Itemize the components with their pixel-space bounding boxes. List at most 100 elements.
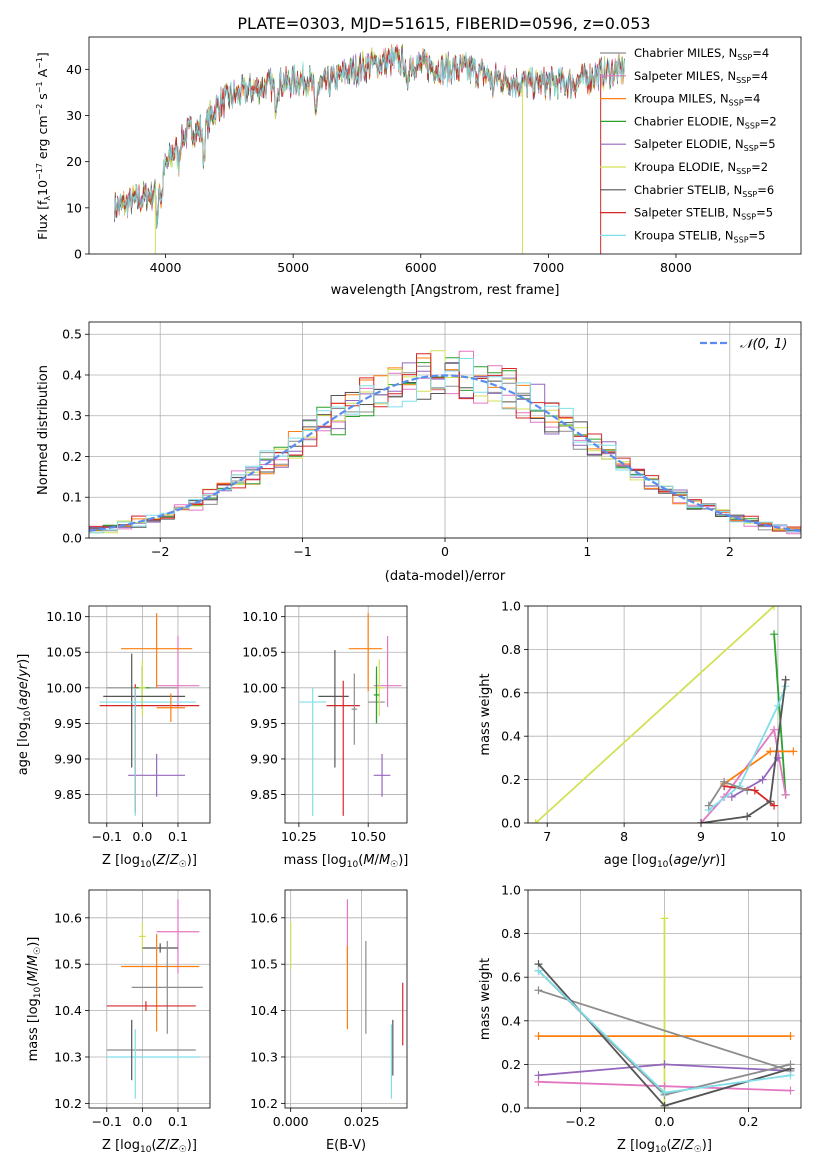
x-tick-label: −0.2 [565,1114,595,1129]
legend-label: Chabrier MILES, NSSP=4 [634,46,769,62]
y-tick-label: 9.85 [250,787,278,802]
sfh-marker [786,1060,795,1069]
x-axis-label: age [log10(age/yr)] [604,853,726,870]
sfh-marker [704,801,713,810]
x-tick-label: 0.1 [168,829,188,844]
sfh-marker [773,701,782,710]
y-axis-label: mass weight [478,673,493,755]
legend-label: Kroupa ELODIE, NSSP=2 [634,160,768,176]
x-tick-label: −0.1 [92,829,122,844]
legend-label: 𝒩(0, 1) [740,337,787,352]
histogram-step [89,358,801,534]
sfh-marker [758,775,767,784]
y-tick-label: 0.2 [501,772,521,787]
sfh-marker [660,1060,669,1069]
sfh-marker [786,1071,795,1080]
sfh-marker [660,1088,669,1097]
y-tick-label: 10.10 [46,609,82,624]
y-tick-label: 9.95 [250,716,278,731]
y-tick-label: 10.5 [54,957,82,972]
y-tick-label: 0.4 [501,1013,521,1028]
y-axis-label: mass weight [478,958,493,1040]
x-tick-label: 0.025 [344,1114,380,1129]
panel-mass_vs_ebv: 0.000 0.025 10.2 10.3 10.4 10.5 10.6 E(B-V) [250,889,408,1153]
x-tick-label: 0.0 [132,1114,152,1129]
legend-label: Kroupa STELIB, NSSP=5 [634,228,765,244]
panel-age_vs_Z: −0.1 0.0 0.1 9.85 9.90 9.95 10.00 10.05 10.10 Z [… [16,605,211,870]
spectrum-line [114,47,625,229]
sfh-marker [534,986,543,995]
x-tick-label: 7 [543,829,551,844]
plot-area [290,899,404,1099]
x-axis-label: Z [log10(Z/Z☉)] [617,1138,712,1155]
sfh-line [538,989,791,1072]
legend-label: Salpeter ELODIE, NSSP=5 [634,137,776,153]
plot-area [531,606,798,823]
y-axis-label: Normed distribution [36,365,51,495]
sfh-marker [660,1101,669,1108]
y-tick-label: 0.0 [501,1101,521,1116]
y-tick-label: 0.0 [501,816,521,831]
y-tick-label: 0.6 [501,685,521,700]
plot-area [106,899,203,1099]
y-tick-label: 0.2 [501,1057,521,1072]
plot-area [99,613,200,816]
x-tick-label: 0.0 [655,1114,675,1129]
y-tick-label: 10.00 [242,680,278,695]
sfh-line [535,606,775,823]
x-axis-label: E(B-V) [326,1138,366,1153]
x-tick-label: 10.25 [281,829,317,844]
x-axis-label: (data-model)/error [385,569,506,584]
sfh-marker [789,747,798,756]
figure-title: PLATE=0303, MJD=51615, FIBERID=0596, z=0… [237,14,650,33]
x-tick-label: 0.000 [273,1114,309,1129]
legend-label: Chabrier ELODIE, NSSP=2 [634,114,777,130]
x-tick-label: 6000 [405,260,437,275]
axes-frame [88,321,802,539]
sfh-marker [766,797,775,806]
sfh-marker [534,966,543,975]
axes-frame [88,605,211,824]
x-tick-label: 8 [620,829,628,844]
y-tick-label: 10.05 [46,645,82,660]
sfh-marker [770,801,779,810]
y-tick-label: 10 [66,200,82,215]
x-tick-label: −0.1 [92,1114,122,1129]
sfh-line [773,634,787,795]
sfh-marker [743,812,752,821]
plot-area [89,350,801,536]
y-tick-label: 0 [74,247,82,262]
y-tick-label: 10.6 [250,910,278,925]
sfh-marker [781,675,790,684]
y-tick-label: 30 [66,108,82,123]
y-tick-label: 0.6 [501,970,521,985]
sfh-marker [770,725,779,734]
panel-mass_vs_Z: −0.1 0.0 0.1 10.2 10.3 10.4 10.5 10.6 Z [log10(Z… [26,889,211,1155]
y-tick-label: 0.0 [62,531,82,546]
x-axis-label: wavelength [Angstrom, rest frame] [331,283,560,298]
y-axis-label: age [log10(age/yr)] [16,654,33,776]
x-axis-label: Z [log10(Z/Z☉)] [102,1138,197,1155]
x-tick-label: 1 [583,544,591,559]
axes-frame [284,605,408,824]
y-tick-label: 0.1 [62,490,82,505]
plot-area [114,44,625,254]
sfh-marker [770,606,779,610]
y-tick-label: 0.2 [62,449,82,464]
sfh-marker [750,786,759,795]
sfh-marker [770,630,779,639]
y-tick-label: 10.00 [46,680,82,695]
plot-area [534,914,795,1108]
y-tick-label: 0.5 [62,327,82,342]
x-tick-label: −2 [151,544,169,559]
y-axis-label: mass [log10(M/M☉)] [26,937,43,1062]
normal-curve [89,374,801,532]
panel-sfh_age: 7 8 9 10 0.0 0.2 0.4 0.6 0.8 1.0 mass weight age [l… [478,599,802,870]
x-tick-label: −1 [293,544,311,559]
y-tick-label: 10.05 [242,645,278,660]
y-tick-label: 0.8 [501,642,521,657]
y-tick-label: 1.0 [501,599,521,614]
sfh-line [700,679,787,823]
y-tick-label: 9.85 [54,787,82,802]
